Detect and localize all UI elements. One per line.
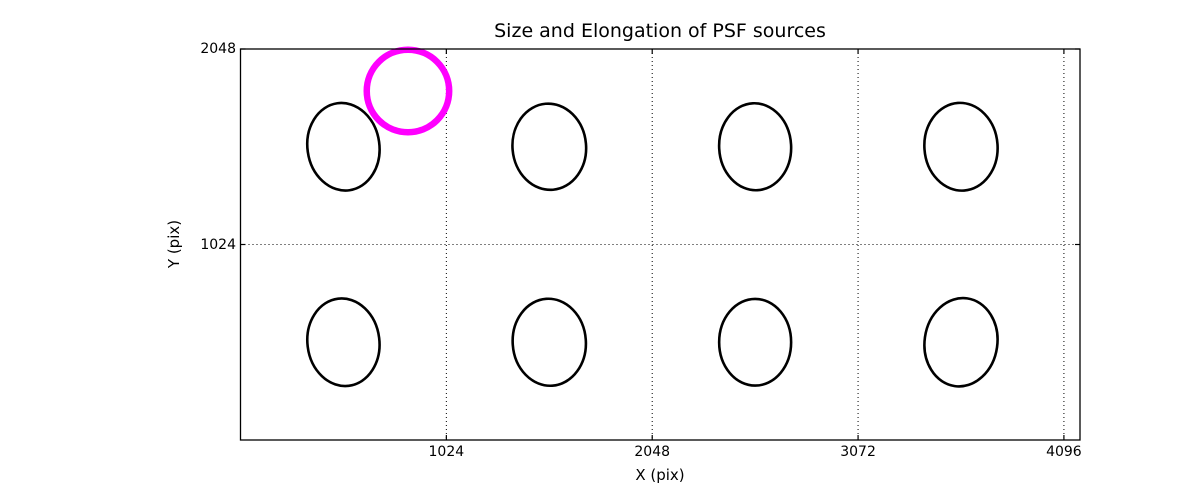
psf-ellipse [305,101,381,192]
psf-ellipse [923,101,999,192]
x-tick-label: 4096 [1046,444,1082,460]
psf-ellipse [717,297,793,387]
tick-marks-layer [240,48,1080,440]
psf-ellipse [511,102,588,192]
x-tick-label: 3072 [840,444,876,460]
psf-ellipse [923,296,999,388]
gridlines-layer [240,48,1080,440]
psf-ellipse [717,101,793,192]
psf-ellipse [306,297,381,388]
psf-ellipse [511,297,588,388]
y-axis-label: Y (pix) [165,219,183,269]
y-tick-label: 1024 [200,236,236,253]
chart-title: Size and Elongation of PSF sources [494,20,826,42]
x-tick-label: 2048 [634,444,671,460]
x-axis-label: X (pix) [635,466,685,484]
plot-frame [239,48,1081,441]
y-tick-label: 2048 [200,41,236,57]
psf-ellipses-layer [305,46,999,388]
reference-circle [363,46,453,136]
x-tick-label: 1024 [428,444,465,460]
